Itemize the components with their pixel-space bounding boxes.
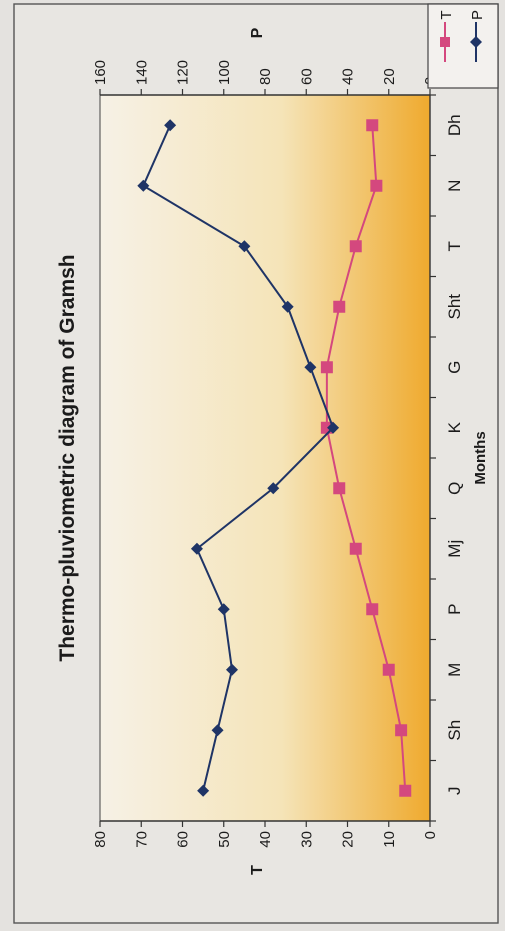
right-tick-label: 120 xyxy=(175,60,192,85)
legend-box xyxy=(427,3,499,89)
category-axis-ticks: J Sh M P Mj Q K G Sht T N Dh xyxy=(430,94,464,822)
data-point-p xyxy=(137,179,150,192)
data-point-t xyxy=(382,663,395,676)
left-tick-label: 80 xyxy=(92,831,109,848)
left-axis-title: T xyxy=(249,865,266,875)
legend-label-t: T xyxy=(438,10,455,19)
data-point-p xyxy=(238,240,251,253)
data-point-t xyxy=(366,119,379,132)
right-tick-label: 140 xyxy=(133,60,150,85)
left-tick-label: 50 xyxy=(216,831,233,848)
legend: T P xyxy=(427,3,499,89)
series-layer xyxy=(137,119,412,797)
category-tick-label: Sh xyxy=(445,720,464,741)
data-point-p xyxy=(197,784,210,797)
data-point-t xyxy=(395,724,408,737)
left-tick-label: 20 xyxy=(340,831,357,848)
data-point-t xyxy=(349,542,362,555)
data-point-p xyxy=(304,361,317,374)
right-tick-label: 100 xyxy=(216,60,233,85)
data-point-t xyxy=(333,482,346,495)
data-point-t xyxy=(333,300,346,313)
data-point-p xyxy=(211,724,224,737)
data-point-p xyxy=(281,300,294,313)
left-tick-label: 40 xyxy=(257,831,274,848)
category-tick-label: Mj xyxy=(445,540,464,558)
legend-marker-t xyxy=(440,37,450,47)
category-tick-label: M xyxy=(445,663,464,677)
data-point-p xyxy=(190,542,203,555)
category-tick-label: T xyxy=(445,241,464,251)
data-point-p xyxy=(164,119,177,132)
data-point-t xyxy=(370,179,383,192)
data-point-p xyxy=(267,482,280,495)
left-tick-label: 70 xyxy=(133,831,150,848)
data-point-t xyxy=(399,784,412,797)
legend-label-p: P xyxy=(469,10,486,20)
right-axis-title: P xyxy=(249,27,266,38)
category-tick-label: N xyxy=(445,180,464,192)
left-tick-label: 0 xyxy=(422,831,439,839)
left-tick-label: 60 xyxy=(175,831,192,848)
chart-title: Thermo-pluviometric diagram of Gramsh xyxy=(56,254,79,661)
data-point-p xyxy=(327,421,340,434)
plot-area xyxy=(99,94,431,822)
data-point-p xyxy=(217,603,230,616)
right-tick-label: 20 xyxy=(381,68,398,85)
category-tick-label: J xyxy=(445,787,464,796)
data-point-t xyxy=(320,361,333,374)
category-tick-label: Sht xyxy=(445,294,464,320)
left-tick-label: 30 xyxy=(298,831,315,848)
series-line-t xyxy=(325,125,407,791)
category-tick-label: Q xyxy=(445,482,464,495)
x-axis-title: Months xyxy=(472,431,489,484)
legend-marker-p xyxy=(470,36,482,48)
data-point-p xyxy=(226,663,238,676)
left-axis-ticks: 0 10 20 30 40 50 60 70 80 xyxy=(92,821,439,848)
left-tick-label: 10 xyxy=(381,831,398,848)
right-tick-label: 40 xyxy=(340,68,357,85)
category-tick-label: K xyxy=(445,421,464,433)
series-line-p xyxy=(142,124,335,791)
data-point-t xyxy=(349,240,362,253)
right-tick-label: 80 xyxy=(257,68,274,85)
right-tick-label: 60 xyxy=(298,68,315,85)
category-tick-label: P xyxy=(445,604,464,615)
category-tick-label: G xyxy=(445,361,464,374)
category-tick-label: Dh xyxy=(445,114,464,136)
right-tick-label: 160 xyxy=(92,60,109,85)
data-point-t xyxy=(366,603,379,616)
